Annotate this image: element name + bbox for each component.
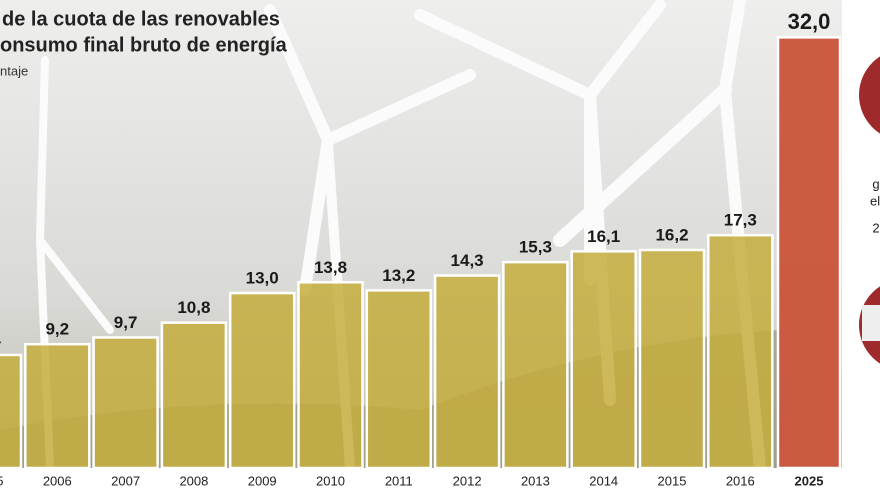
x-tick-label: 2016 — [726, 473, 755, 488]
bar — [92, 336, 159, 470]
side-icon — [859, 56, 880, 134]
x-tick-label: 2008 — [179, 473, 208, 488]
bar — [638, 248, 706, 470]
title-line: de la cuota de las renovables — [2, 8, 280, 30]
side-text: eléc — [870, 193, 880, 208]
x-tick-label: 2009 — [248, 473, 277, 488]
value-label: 17,3 — [724, 211, 757, 230]
bar — [365, 289, 433, 470]
x-tick-label: 2011 — [385, 473, 413, 488]
subtitle: ntaje — [0, 63, 28, 78]
bar — [570, 250, 637, 470]
x-tick-label: 2014 — [589, 473, 618, 488]
value-label: 8,4 — [0, 330, 1, 349]
bar — [502, 260, 569, 470]
bar — [24, 342, 91, 470]
value-label: 9,2 — [45, 320, 69, 339]
x-tick-label: 2010 — [316, 473, 345, 488]
value-label: 13,0 — [246, 269, 279, 288]
value-label: 9,7 — [114, 313, 138, 332]
x-tick-label: 2015 — [658, 473, 687, 488]
x-tick-label: 2006 — [43, 473, 72, 488]
bar — [433, 274, 501, 470]
bar — [160, 321, 228, 470]
value-label: 16,1 — [587, 227, 620, 246]
value-label: 14,3 — [451, 251, 484, 270]
bar — [0, 353, 23, 470]
value-label: 13,2 — [382, 266, 415, 285]
side-text: 2 — [872, 220, 879, 235]
bar — [228, 291, 296, 470]
value-label: 16,2 — [655, 225, 688, 244]
x-tick-label: 2012 — [453, 473, 482, 488]
value-label: 32,0 — [788, 9, 831, 34]
side-icon-detail — [862, 305, 880, 341]
bar — [776, 36, 842, 470]
x-tick-label: 2013 — [521, 473, 550, 488]
value-label: 15,3 — [519, 238, 552, 257]
value-label: 10,8 — [177, 298, 210, 317]
x-tick-label: 2025 — [795, 473, 824, 488]
axis-strip — [0, 468, 880, 495]
x-tick-label: 2005 — [0, 473, 3, 488]
side-text: g — [872, 176, 879, 191]
title-line: onsumo final bruto de energía — [0, 34, 288, 56]
bar — [707, 233, 774, 470]
x-tick-label: 2007 — [111, 473, 140, 488]
value-label: 13,8 — [314, 258, 347, 277]
bar — [297, 281, 364, 470]
